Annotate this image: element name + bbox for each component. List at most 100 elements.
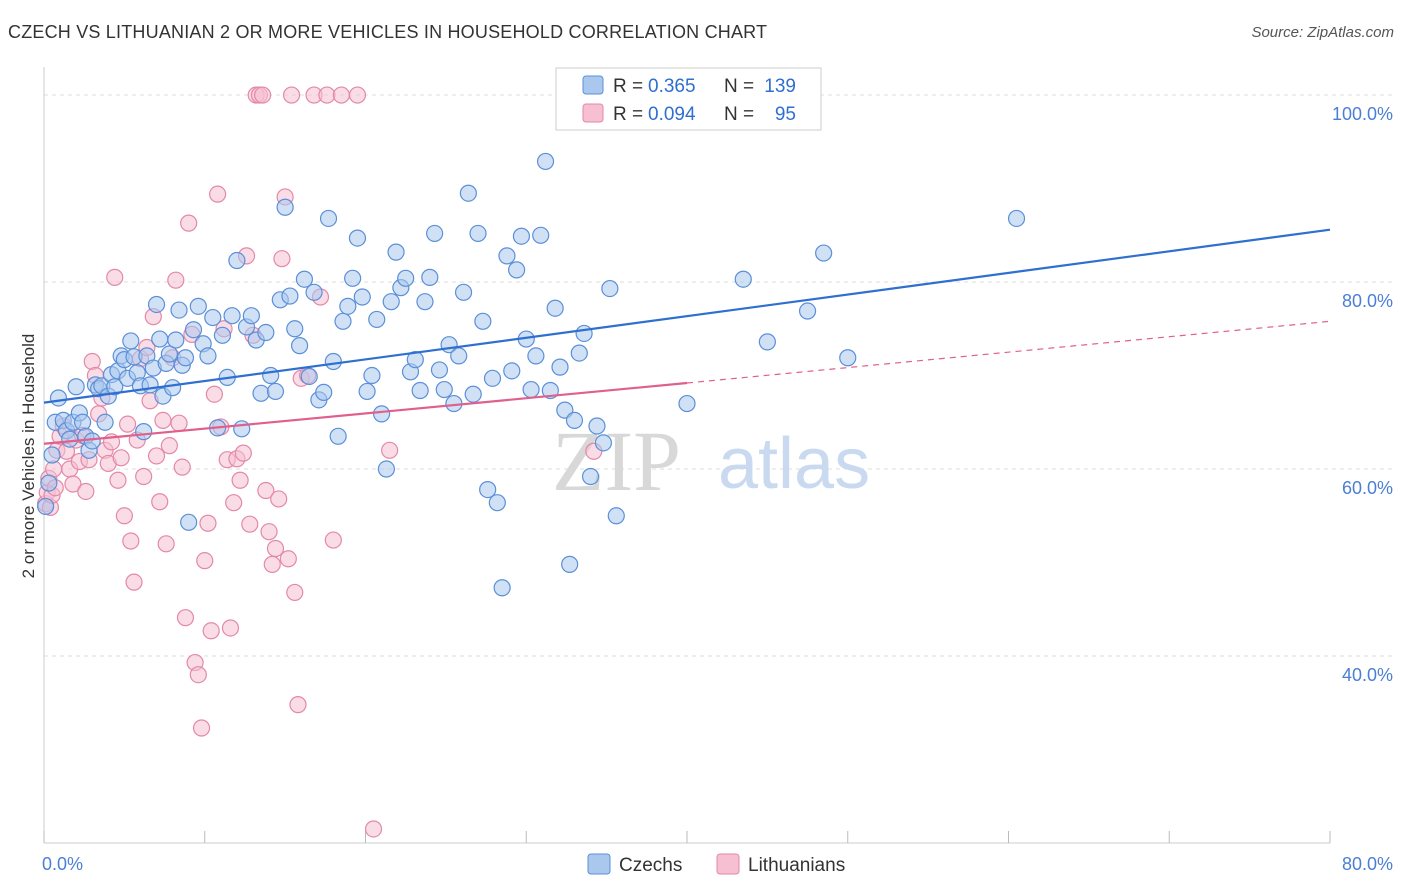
czech-point-73 <box>319 209 338 228</box>
czech-point-103 <box>464 385 482 403</box>
czech-point-126 <box>575 324 593 343</box>
czech-point-101 <box>454 283 473 301</box>
czech-point-95 <box>426 224 444 243</box>
lithuanian-point-34 <box>135 467 153 486</box>
lithuanian-point-30 <box>122 532 140 550</box>
czech-point-68 <box>295 270 314 288</box>
czech-point-112 <box>508 261 526 279</box>
lithuanian-point-12 <box>64 475 82 493</box>
czech-point-97 <box>435 380 453 399</box>
lithuanian-point-48 <box>180 214 198 232</box>
czech-point-110 <box>498 247 516 265</box>
czech-points <box>37 86 1026 597</box>
czech-point-59 <box>252 384 270 402</box>
legend-n-label-lithuanians: N = <box>724 104 754 125</box>
czech-point-135 <box>678 394 696 413</box>
czech-point-115 <box>522 380 540 399</box>
czech-point-128 <box>588 417 606 435</box>
czech-point-0 <box>37 497 55 516</box>
czech-point-118 <box>536 152 555 171</box>
czech-point-14 <box>83 432 101 450</box>
czech-point-32 <box>141 376 159 394</box>
czech-point-44 <box>180 513 198 531</box>
lithuanian-point-88 <box>324 531 342 549</box>
y-axis-title: 2 or more Vehicles in Household <box>19 334 38 579</box>
legend-r-value-czechs: 0.365 <box>648 76 696 97</box>
czech-point-93 <box>416 293 434 311</box>
czech-point-121 <box>551 358 569 376</box>
czech-point-129 <box>594 434 613 452</box>
lithuanian-point-57 <box>209 185 227 203</box>
czech-point-86 <box>382 293 400 311</box>
bottom-legend-swatch-czechs <box>587 853 611 875</box>
czech-point-74 <box>324 352 342 371</box>
czech-point-107 <box>483 369 502 387</box>
czech-point-131 <box>607 507 625 525</box>
lithuanian-point-67 <box>241 515 259 533</box>
czech-point-138 <box>758 333 776 351</box>
lithuanian-point-51 <box>189 666 207 684</box>
bottom-legend-label-czechs: Czechs <box>619 855 682 876</box>
x-axis-ticks <box>43 831 1331 843</box>
lithuanian-point-62 <box>225 494 243 512</box>
czech-point-65 <box>281 287 299 305</box>
watermark: ZIP atlas <box>552 413 870 509</box>
czech-point-11 <box>73 413 92 431</box>
czech-point-55 <box>233 420 251 438</box>
czech-trend-line <box>43 228 1331 404</box>
legend-r-label-lithuanians: R = <box>613 104 643 125</box>
czech-point-82 <box>363 366 381 385</box>
watermark-atlas: atlas <box>718 424 870 504</box>
czech-point-66 <box>286 320 304 338</box>
lithuanian-point-39 <box>151 493 169 511</box>
czech-point-38 <box>160 345 178 363</box>
czech-point-61 <box>262 366 280 385</box>
lithuanian-point-18 <box>83 352 101 371</box>
czech-point-43 <box>176 349 195 367</box>
czech-point-57 <box>242 307 260 325</box>
lithuanian-point-56 <box>205 385 223 403</box>
czech-point-104 <box>469 224 487 243</box>
x-tick-label-max: 80.0% <box>1342 854 1393 874</box>
czech-point-4 <box>49 389 68 407</box>
czech-point-109 <box>493 579 511 597</box>
czech-point-137 <box>734 270 752 288</box>
lithuanian-point-40 <box>154 411 172 430</box>
czech-point-34 <box>147 295 166 314</box>
lithuanian-point-80 <box>282 86 301 104</box>
lithuanian-point-73 <box>260 523 278 541</box>
czech-point-143 <box>1007 209 1026 228</box>
legend-n-label-czechs: N = <box>724 76 754 97</box>
czech-point-51 <box>213 326 232 344</box>
czech-point-125 <box>570 344 588 362</box>
czech-point-46 <box>189 297 207 315</box>
czech-point-53 <box>223 307 241 325</box>
czech-point-69 <box>300 367 318 386</box>
lithuanian-point-27 <box>112 449 130 467</box>
czech-point-81 <box>358 382 376 401</box>
bottom-legend-swatch-lithuanians <box>716 853 740 875</box>
y-tick-label-80: 80.0% <box>1342 291 1393 311</box>
czech-point-64 <box>276 198 294 216</box>
czech-point-142 <box>839 349 857 367</box>
lithuanian-point-79 <box>279 550 297 568</box>
czech-point-41 <box>170 301 188 319</box>
czech-point-26 <box>122 332 140 350</box>
czech-point-67 <box>290 337 309 355</box>
czech-point-80 <box>353 288 371 306</box>
czech-point-7 <box>61 430 79 448</box>
lithuanian-point-31 <box>125 573 143 591</box>
source-label: Source: ZipAtlas.com <box>1251 24 1394 41</box>
bottom-legend-label-lithuanians: Lithuanians <box>748 855 845 876</box>
czech-point-113 <box>512 227 531 245</box>
lithuanian-point-44 <box>167 271 185 289</box>
czech-point-120 <box>546 299 564 317</box>
lithuanian-point-72 <box>257 481 275 500</box>
legend-swatch-czechs <box>582 75 604 95</box>
czech-point-62 <box>266 382 285 401</box>
lithuanian-point-82 <box>289 696 307 714</box>
legend-n-value-lithuanians: 95 <box>775 104 796 125</box>
czech-point-30 <box>135 423 153 441</box>
czech-point-1 <box>40 474 58 492</box>
